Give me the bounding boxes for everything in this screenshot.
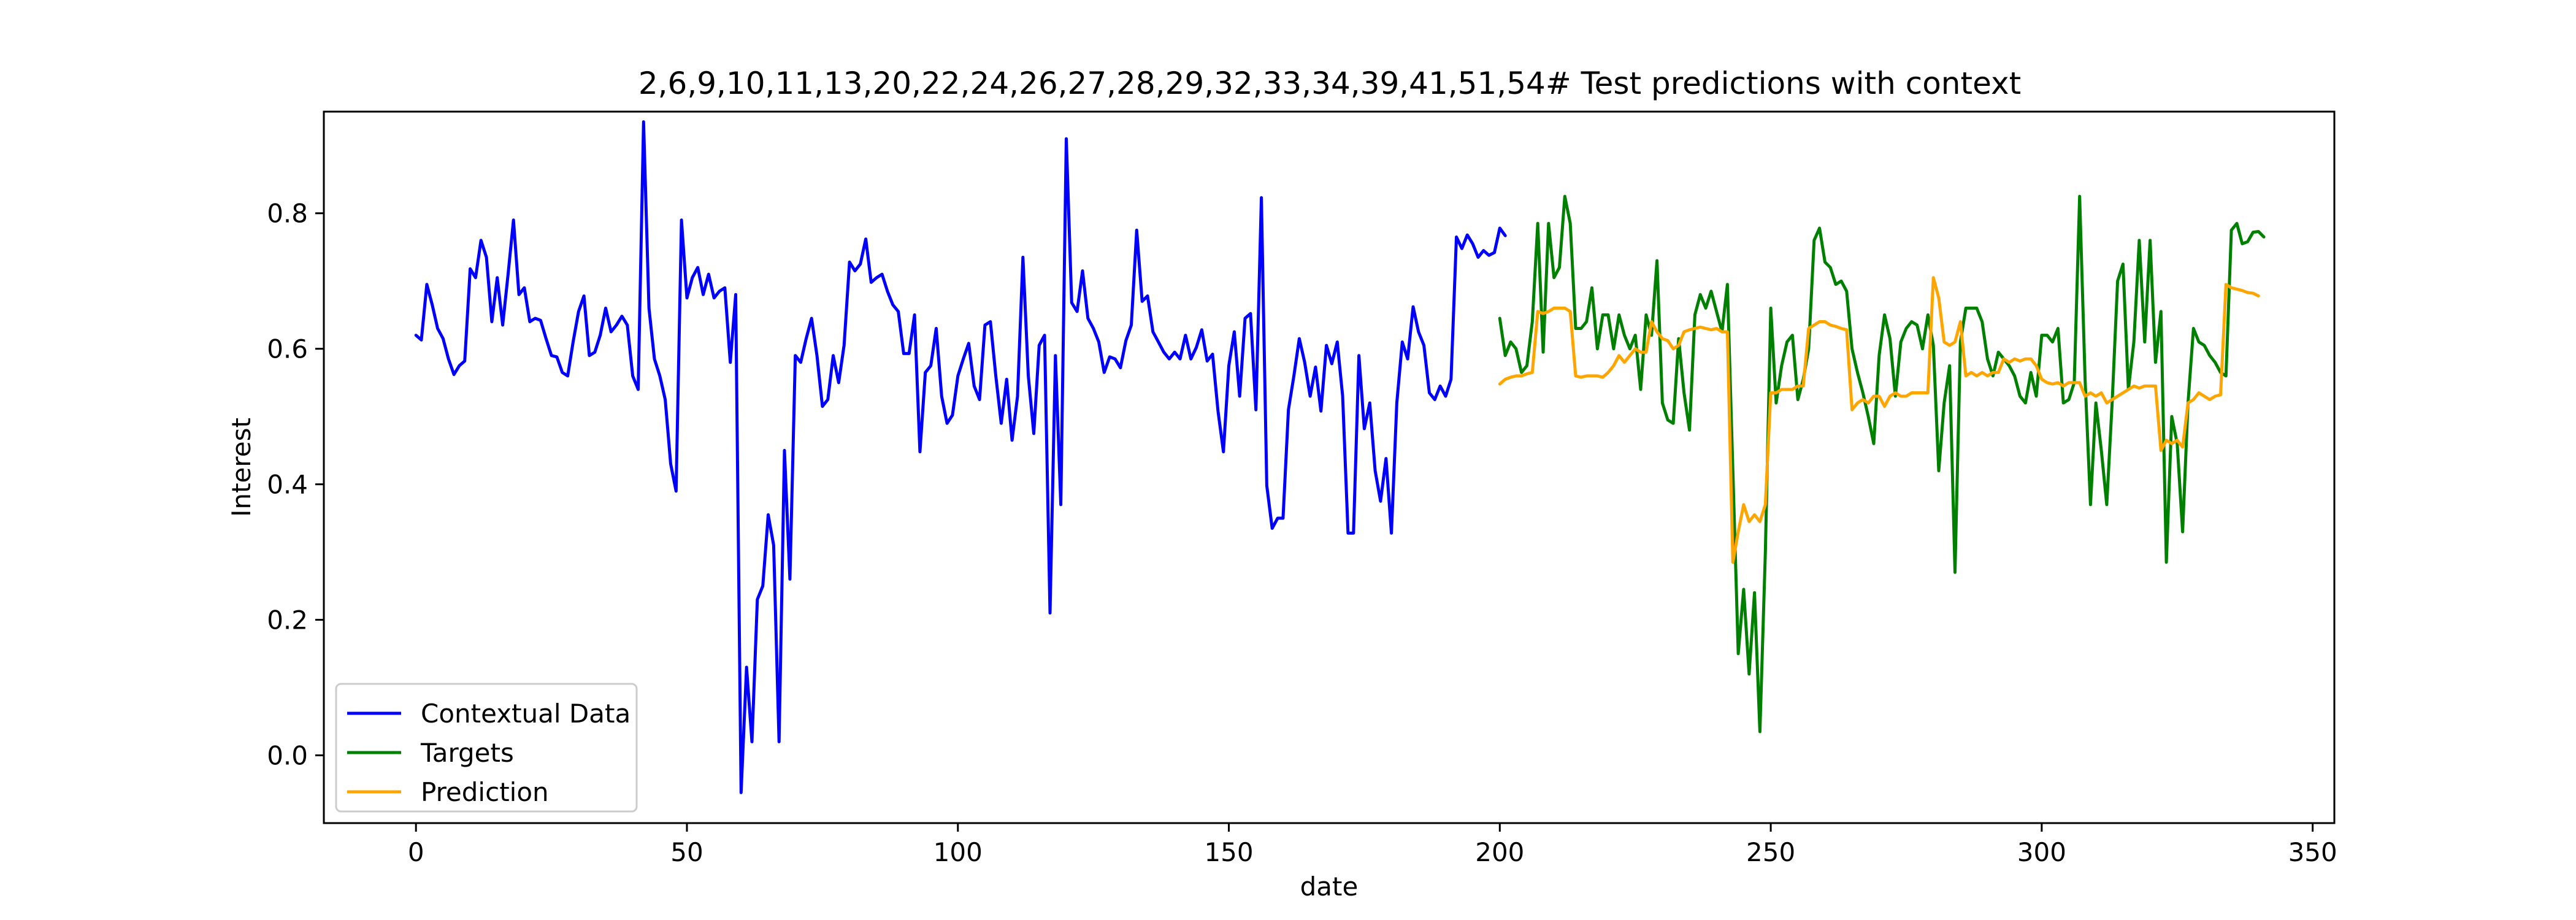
series-line-contextual-data	[414, 120, 1507, 794]
x-tick-label: 200	[1475, 837, 1524, 867]
x-tick-label: 250	[1746, 837, 1795, 867]
y-tick-label: 0.0	[267, 741, 308, 771]
x-axis-label: date	[1300, 872, 1359, 902]
x-tick-label: 350	[2288, 837, 2337, 867]
series-layer	[414, 120, 2266, 794]
x-tick-label: 0	[408, 837, 424, 867]
plot-area	[323, 110, 2336, 824]
x-tick-label: 50	[670, 837, 703, 867]
legend: Contextual Data Targets Prediction	[335, 683, 638, 813]
y-axis: 0.0 0.2 0.4 0.6 0.8	[267, 199, 324, 771]
series-line-targets	[1498, 194, 2266, 734]
x-tick-label: 150	[1204, 837, 1253, 867]
legend-label-targets: Targets	[420, 738, 514, 768]
x-tick-label: 300	[2017, 837, 2066, 867]
x-tick-label: 100	[933, 837, 983, 867]
plot-frame	[323, 110, 2336, 824]
y-tick-label: 0.8	[267, 199, 308, 229]
legend-box	[335, 683, 638, 813]
y-tick-label: 0.6	[267, 334, 308, 364]
legend-label-contextual-data: Contextual Data	[421, 699, 631, 729]
chart-title: 2,6,9,10,11,13,20,22,24,26,27,28,29,32,3…	[638, 66, 2021, 101]
x-axis: 0 50 100 150 200 250 300 350	[408, 823, 2337, 867]
y-axis-label: Interest	[226, 418, 256, 517]
y-tick-label: 0.2	[267, 605, 308, 635]
y-tick-label: 0.4	[267, 470, 308, 500]
legend-label-prediction: Prediction	[421, 777, 549, 807]
series-line-prediction	[1498, 276, 2260, 564]
